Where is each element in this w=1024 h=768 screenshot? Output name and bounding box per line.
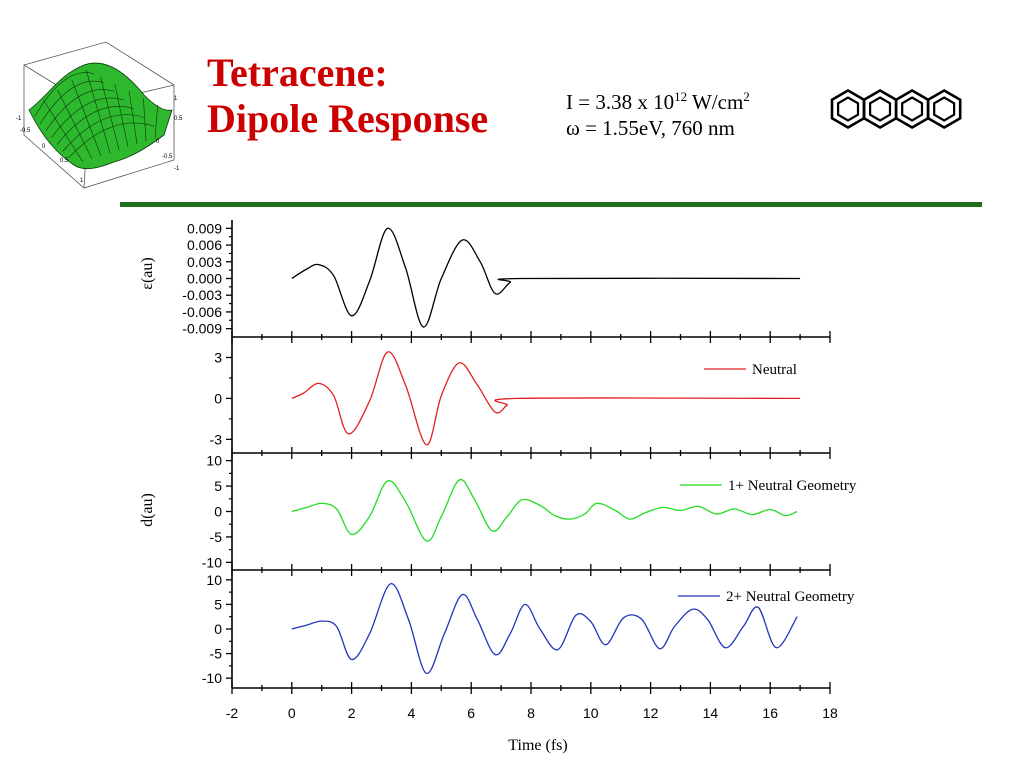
surface-grid-line: [128, 90, 138, 145]
legend-label: 2+ Neutral Geometry: [726, 589, 855, 605]
y-tick-label: -0.006: [182, 304, 222, 320]
divider-rule: [120, 202, 982, 207]
surface-grid-line: [39, 80, 105, 124]
intensity-line: I = 3.38 x 1012 W/cm2: [566, 84, 750, 115]
surface-axis-labels: -1-0.500.51-1-0.500.51: [16, 96, 183, 184]
y-tick-label: 0.006: [187, 237, 222, 253]
surface-axis-label: 1: [80, 178, 84, 184]
y-tick-label: -3: [210, 431, 223, 447]
surface-grid-line: [56, 105, 135, 145]
y-tick-label: -10: [202, 554, 222, 570]
shared-y-label: d(au): [139, 493, 156, 527]
title-line-1: Tetracene:: [207, 50, 388, 95]
y-tick-label: -0.003: [182, 287, 222, 303]
surface-axis-label: 0: [156, 139, 160, 145]
slide-title: Tetracene: Dipole Response: [207, 50, 488, 142]
surface-axis-label: -1: [16, 116, 22, 122]
y-tick-label: 0: [214, 390, 222, 406]
y-tick-label: -5: [210, 529, 223, 545]
surface-grid-line: [57, 89, 93, 160]
laser-parameters: I = 3.38 x 1012 W/cm2 ω = 1.55eV, 760 nm: [566, 84, 750, 141]
x-tick-label: 16: [762, 705, 778, 721]
x-tick-label: 18: [822, 705, 838, 721]
frequency-line: ω = 1.55eV, 760 nm: [566, 116, 735, 140]
x-tick-label: 14: [703, 705, 719, 721]
3d-surface-plot-icon: -1-0.500.51-1-0.500.51: [16, 41, 183, 189]
y-tick-label: 0: [214, 621, 222, 637]
surface-axis-label: -1: [174, 166, 180, 172]
benzene-ring-inner: [901, 96, 924, 122]
surface-axis-label: 0.5: [60, 158, 69, 164]
y-tick-label: 10: [206, 572, 222, 588]
surface-grid-line: [143, 97, 147, 142]
surface-grid: [34, 69, 158, 163]
surface-axis-label: -0.5: [162, 154, 173, 160]
benzene-ring-inner: [837, 96, 860, 122]
intensity-unit: W/cm: [687, 90, 744, 114]
surface-grid-line: [34, 72, 95, 118]
intensity-exponent: 12: [674, 89, 688, 104]
x-tick-label: 6: [467, 705, 475, 721]
series-line: [291, 351, 801, 446]
x-axis-title: Time (fs): [508, 737, 567, 754]
x-tick-label: 10: [583, 705, 599, 721]
intensity-unit-exponent: 2: [743, 89, 750, 104]
y-tick-label: 0.003: [187, 254, 222, 270]
surface-grid-line: [114, 83, 129, 148]
surface-grid-line: [43, 99, 84, 163]
surface-axis-label: -0.5: [20, 128, 31, 134]
x-tick-label: -2: [226, 705, 239, 721]
surface-grid-line: [85, 69, 111, 154]
surface-mesh: [28, 62, 173, 170]
title-line-2: Dipole Response: [207, 96, 489, 141]
surface-grid-line: [62, 114, 145, 152]
y-tick-label: 5: [214, 596, 222, 612]
intensity-prefix: I = 3.38 x 10: [566, 90, 675, 114]
surface-grid-line: [154, 104, 158, 139]
benzene-ring-inner: [868, 96, 892, 122]
x-tick-label: 4: [408, 705, 416, 721]
benzene-ring: [926, 88, 962, 129]
surface-axis-label: 0: [42, 144, 46, 150]
surface-axis-label: 0.5: [174, 116, 183, 122]
panel-y-label: ε(au): [139, 257, 156, 289]
y-tick-label: 10: [206, 453, 222, 469]
x-tick-label: 12: [643, 705, 659, 721]
surface-grid-line: [51, 97, 125, 138]
legend-label: 1+ Neutral Geometry: [728, 478, 857, 494]
y-tick-label: 3: [214, 349, 222, 365]
surface-grid-line: [100, 76, 120, 151]
x-tick-label: 8: [527, 705, 535, 721]
series-line: [291, 478, 798, 542]
y-tick-label: -10: [202, 670, 222, 686]
y-tick-label: 0: [214, 504, 222, 520]
series-line: [291, 583, 798, 674]
y-tick-label: -0.009: [182, 321, 222, 337]
y-tick-label: 5: [214, 478, 222, 494]
surface-axis-label: 1: [174, 96, 178, 102]
series-line: [291, 227, 801, 328]
x-tick-label: 2: [348, 705, 356, 721]
surface-grid-line: [45, 89, 115, 131]
legend-label: Neutral: [752, 362, 797, 378]
tetracene-structure-icon: [830, 88, 962, 129]
x-tick-label: 0: [288, 705, 296, 721]
benzene-ring-inner: [933, 96, 956, 122]
y-tick-label: -5: [210, 646, 223, 662]
y-tick-label: 0.000: [187, 271, 222, 287]
y-tick-label: 0.009: [187, 220, 222, 236]
surface-grid-line: [71, 79, 102, 157]
